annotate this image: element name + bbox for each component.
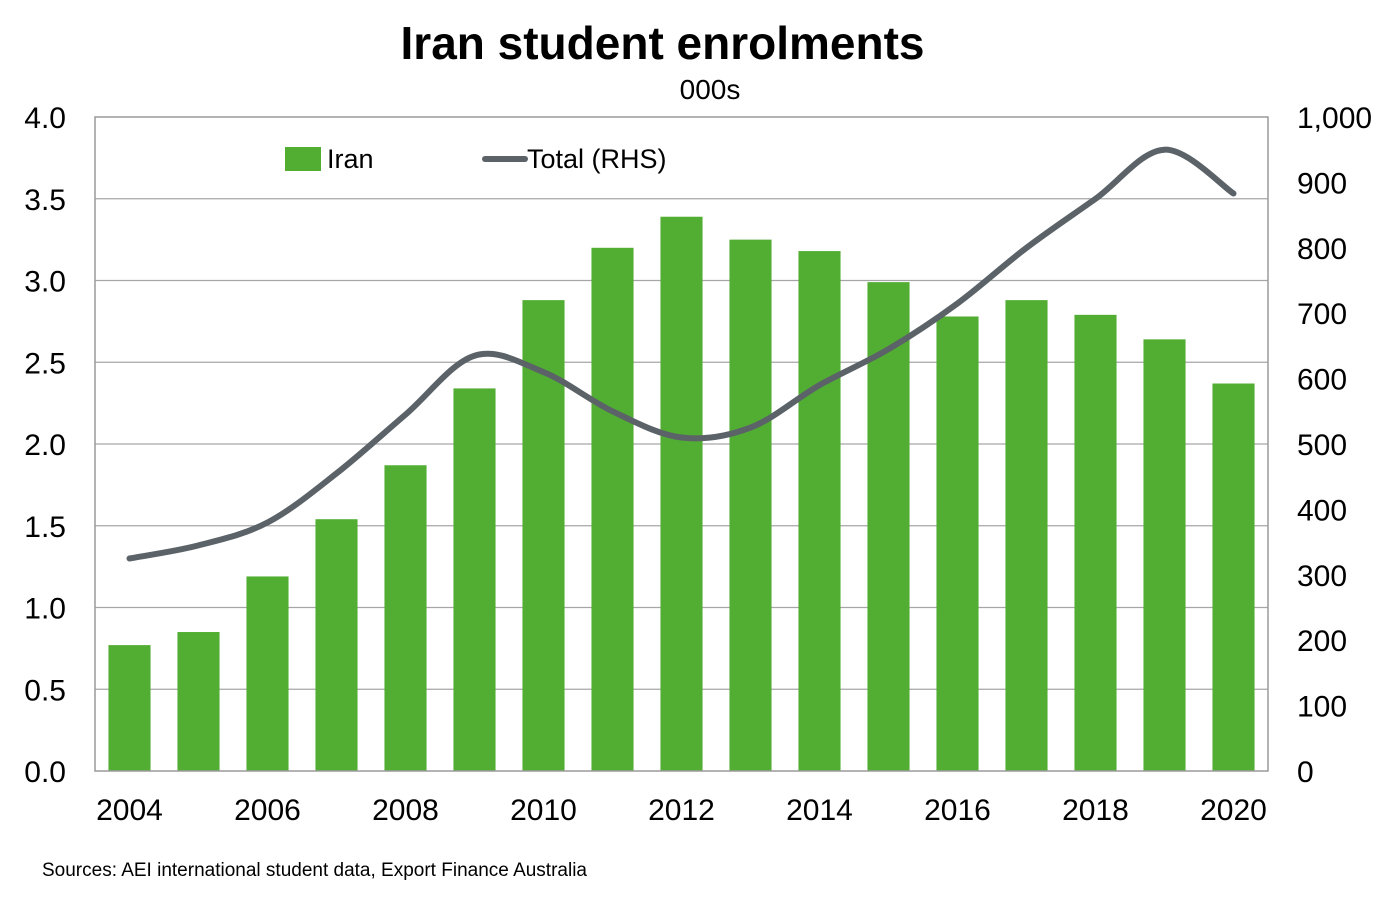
- x-tick-label: 2004: [96, 794, 163, 827]
- y-right-tick-label: 1,000: [1297, 102, 1372, 135]
- y-left-tick-label: 2.5: [24, 347, 66, 380]
- y-left-tick-label: 3.0: [24, 266, 66, 299]
- line-total-rhs: [126, 146, 1237, 562]
- bar-iran-2019: [1143, 339, 1186, 771]
- y-left-tick-label: 4.0: [24, 102, 66, 135]
- legend-swatch-iran: [285, 147, 321, 171]
- chart-subtitle: 000s: [679, 74, 741, 105]
- x-tick-label: 2008: [372, 794, 439, 827]
- bar-iran-2015: [867, 282, 910, 771]
- bar-iran-2006: [246, 576, 289, 771]
- bar-iran-2005: [177, 632, 220, 771]
- x-tick-label: 2006: [234, 794, 301, 827]
- bar-iran-2018: [1074, 314, 1117, 771]
- y-right-tick-label: 600: [1297, 364, 1347, 397]
- y-right-tick-label: 900: [1297, 167, 1347, 200]
- y-right-tick-label: 0: [1297, 756, 1314, 789]
- legend-label-total: Total (RHS): [527, 144, 667, 174]
- y-right-tick-label: 800: [1297, 233, 1347, 266]
- bar-iran-2013: [729, 239, 772, 771]
- bar-iran-2011: [591, 247, 634, 772]
- bar-iran-2020: [1212, 383, 1255, 771]
- legend-label-iran: Iran: [327, 144, 374, 174]
- bar-iran-2007: [315, 519, 358, 771]
- y-left-tick-label: 0.0: [24, 756, 66, 789]
- bar-iran-2017: [1005, 300, 1048, 771]
- y-right-tick-label: 700: [1297, 298, 1347, 331]
- bar-iran-2016: [936, 316, 979, 771]
- bar-iran-2012: [660, 216, 703, 772]
- y-left-tick-label: 0.5: [24, 674, 66, 707]
- bar-iran-2008: [384, 465, 427, 771]
- x-tick-label: 2016: [924, 794, 991, 827]
- y-right-tick-label: 200: [1297, 625, 1347, 658]
- y-left-tick-label: 1.0: [24, 593, 66, 626]
- y-left-tick-label: 1.5: [24, 511, 66, 544]
- source-note: Sources: AEI international student data,…: [42, 860, 587, 881]
- y-left-tick-label: 3.5: [24, 184, 66, 217]
- chart-title: Iran student enrolments: [400, 17, 925, 69]
- y-right-tick-label: 100: [1297, 691, 1347, 724]
- bar-iran-2014: [798, 251, 841, 771]
- x-tick-label: 2010: [510, 794, 577, 827]
- x-tick-label: 2014: [786, 794, 853, 827]
- x-tick-label: 2020: [1200, 794, 1267, 827]
- x-tick-label: 2012: [648, 794, 715, 827]
- y-right-tick-label: 500: [1297, 429, 1347, 462]
- y-left-tick-label: 2.0: [24, 429, 66, 462]
- y-right-tick-label: 400: [1297, 494, 1347, 527]
- y-right-tick-label: 300: [1297, 560, 1347, 593]
- x-tick-label: 2018: [1062, 794, 1129, 827]
- bar-iran-2004: [108, 645, 151, 771]
- bar-iran-2009: [453, 388, 496, 771]
- plot-frame: [94, 116, 1269, 772]
